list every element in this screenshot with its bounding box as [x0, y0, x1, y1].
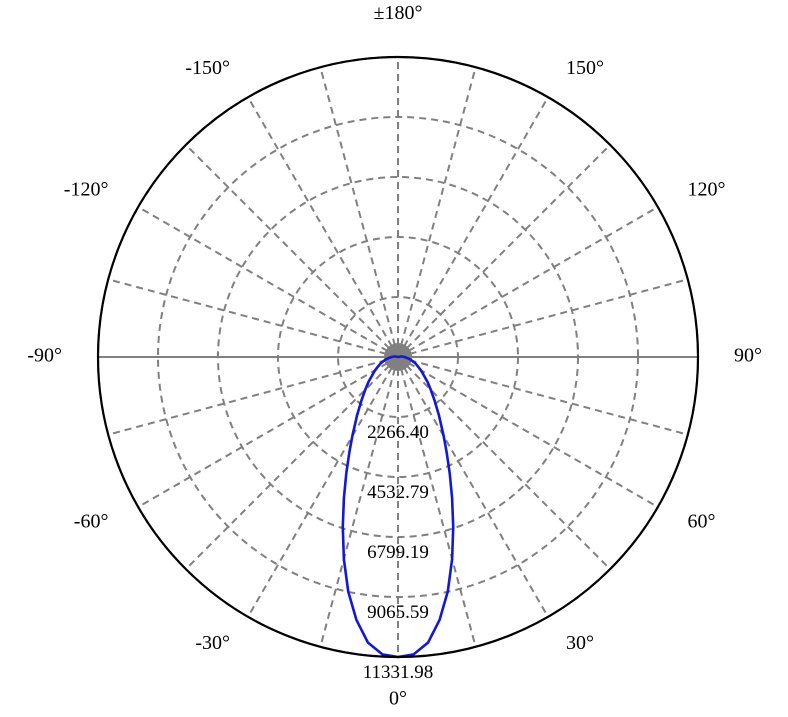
radial-label: 2266.40: [367, 422, 429, 443]
grid-spoke: [186, 145, 398, 357]
grid-spoke: [398, 97, 548, 357]
angle-label: -150°: [185, 57, 230, 79]
grid-spoke: [248, 97, 398, 357]
radial-label: 11331.98: [363, 662, 434, 683]
angle-label: -90°: [27, 345, 62, 367]
grid-spoke: [138, 207, 398, 357]
radial-label: 4532.79: [367, 482, 429, 503]
angle-label: 60°: [688, 511, 716, 533]
angle-label: -120°: [64, 179, 109, 201]
grid-spoke: [398, 357, 658, 507]
angle-label: ±180°: [374, 2, 423, 24]
angle-label: -30°: [195, 632, 230, 654]
angle-label: 120°: [688, 179, 726, 201]
angle-label: 90°: [734, 345, 762, 367]
angle-label: -60°: [74, 511, 109, 533]
grid-spoke: [398, 67, 476, 357]
angle-label: 0°: [389, 688, 407, 710]
angle-label: 150°: [566, 57, 604, 79]
grid-spoke: [108, 279, 398, 357]
polar-chart: 2266.40 4532.79 6799.19 9065.59 11331.98 ±180…: [0, 0, 788, 717]
grid-spoke: [138, 357, 398, 507]
angle-label: 30°: [566, 632, 594, 654]
grid-spoke: [398, 145, 610, 357]
polar-chart-svg: 2266.40 4532.79 6799.19 9065.59 11331.98 ±180…: [0, 0, 788, 717]
radial-label: 6799.19: [367, 542, 429, 563]
grid-spoke: [398, 279, 688, 357]
grid-spoke: [398, 207, 658, 357]
radial-label: 9065.59: [367, 602, 429, 623]
grid-spoke: [320, 67, 398, 357]
